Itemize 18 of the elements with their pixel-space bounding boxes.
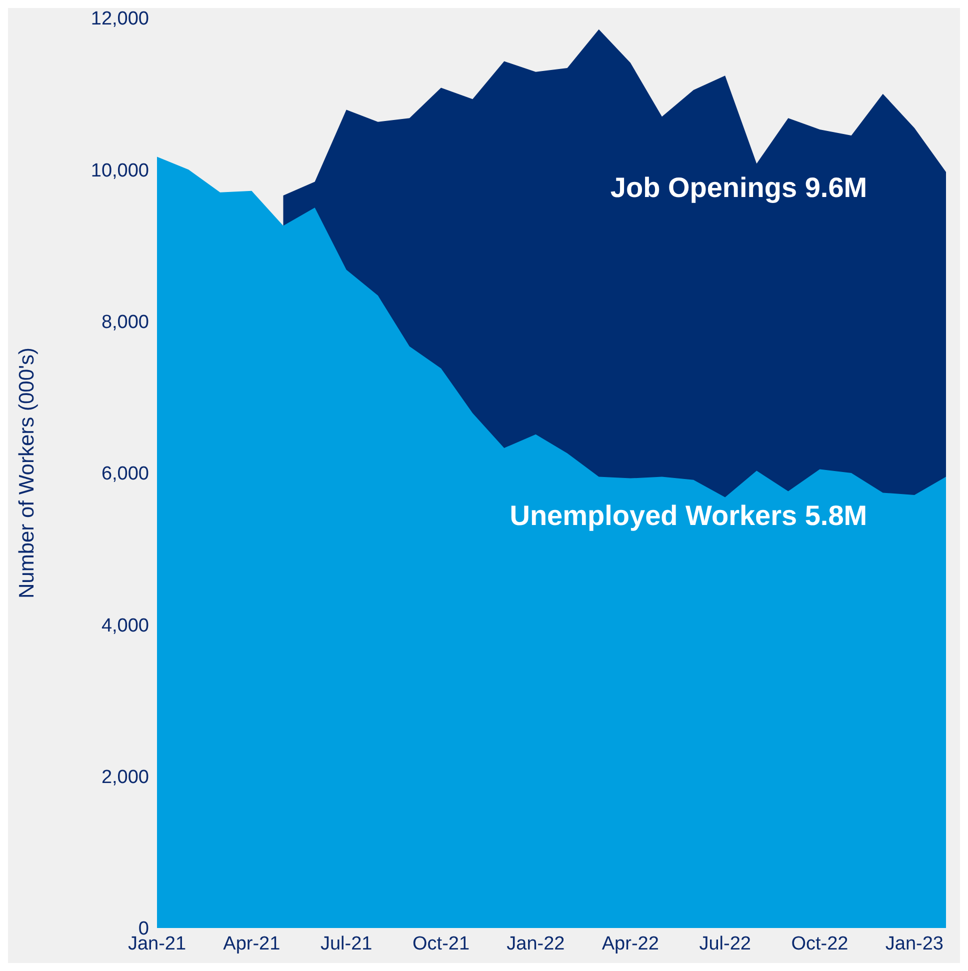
x-tick-label: Jul-21 <box>320 933 372 954</box>
y-tick-label: 2,000 <box>101 767 149 788</box>
series-label: Job Openings 9.6M <box>610 172 868 204</box>
y-tick-label: 12,000 <box>90 8 149 30</box>
series-label: Unemployed Workers 5.8M <box>510 500 868 532</box>
x-tick-label: Jan-23 <box>885 933 944 954</box>
y-tick-label: 10,000 <box>90 160 149 182</box>
x-tick-label: Oct-22 <box>791 933 848 954</box>
y-tick-label: 4,000 <box>101 615 149 636</box>
y-tick-label: 8,000 <box>101 312 149 334</box>
x-tick-label: Jul-22 <box>699 933 751 954</box>
y-axis-title: Number of Workers (000's) <box>15 347 38 599</box>
x-tick-label: Jan-22 <box>506 933 565 954</box>
y-tick-label: 0 <box>138 918 149 940</box>
y-tick-label: 6,000 <box>101 464 149 485</box>
x-tick-label: Apr-21 <box>223 933 280 954</box>
x-tick-label: Apr-22 <box>602 933 659 954</box>
x-tick-label: Oct-21 <box>412 933 470 954</box>
